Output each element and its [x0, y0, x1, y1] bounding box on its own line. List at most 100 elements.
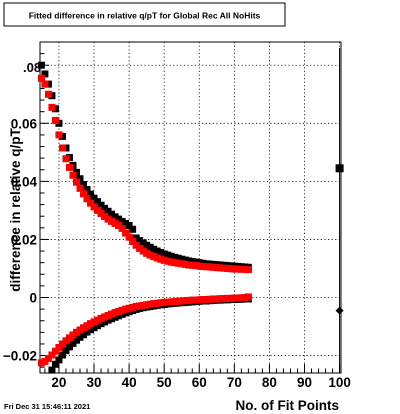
red-marker-upper [115, 222, 123, 230]
black-marker-upper [101, 204, 109, 212]
red-marker-upper [160, 256, 168, 264]
black-marker-lower [122, 309, 130, 317]
edge-square-marker [335, 164, 344, 173]
red-marker-upper [188, 261, 196, 269]
black-marker-upper [181, 256, 189, 264]
red-marker-lower [83, 322, 91, 330]
black-marker-upper [65, 154, 73, 162]
red-marker-lower [51, 347, 59, 355]
black-marker-upper [174, 254, 182, 262]
black-marker-upper [37, 61, 45, 69]
red-marker-lower [146, 300, 154, 308]
red-marker-lower [181, 297, 189, 305]
red-marker-lower [174, 297, 182, 305]
red-marker-upper [181, 260, 189, 268]
red-marker-upper [97, 210, 105, 218]
red-marker-upper [223, 264, 231, 272]
black-marker-upper [62, 144, 70, 152]
y-tick-label: 0.02 [11, 232, 37, 247]
black-marker-lower [80, 331, 88, 339]
red-marker-upper [220, 264, 228, 272]
x-tick-label: 40 [122, 375, 137, 390]
black-marker-upper [72, 168, 80, 176]
title-box-frame [3, 2, 286, 27]
red-marker-lower [220, 295, 228, 303]
red-marker-upper [234, 265, 242, 273]
black-marker-upper [118, 217, 126, 225]
red-marker-lower [223, 294, 231, 302]
black-marker-lower [62, 347, 70, 355]
red-marker-lower [153, 299, 161, 307]
red-marker-upper [237, 265, 245, 273]
black-marker-lower [108, 315, 116, 323]
red-marker-upper [192, 262, 200, 270]
black-marker-upper [48, 92, 56, 100]
red-marker-upper [167, 258, 175, 266]
red-marker-lower [101, 313, 109, 321]
black-marker-upper [178, 255, 186, 263]
red-marker-upper [41, 80, 49, 88]
red-marker-upper [153, 254, 161, 262]
red-marker-lower [230, 294, 238, 302]
red-marker-upper [108, 217, 116, 225]
red-marker-lower [48, 351, 56, 359]
red-marker-upper [101, 213, 109, 221]
x-tick-labels: 20 30 40 50 60 70 80 90 100 [51, 375, 350, 390]
red-marker-upper [150, 253, 158, 261]
red-marker-lower [69, 331, 77, 339]
red-marker-upper [146, 251, 154, 259]
red-marker-upper [143, 249, 151, 257]
red-marker-lower [118, 306, 126, 314]
black-marker-lower [76, 333, 84, 341]
edge-diamond-marker [335, 306, 344, 315]
red-marker-lower [41, 357, 49, 365]
black-marker-upper [129, 225, 137, 233]
red-marker-lower [104, 312, 112, 320]
red-marker-upper [83, 195, 91, 203]
black-marker-upper [160, 250, 168, 258]
red-marker-lower [97, 314, 105, 322]
black-marker-upper [41, 70, 49, 78]
red-marker-lower [55, 343, 63, 351]
red-marker-lower [227, 294, 235, 302]
red-marker-upper [157, 255, 165, 263]
black-marker-upper [108, 210, 116, 218]
red-marker-lower [178, 297, 186, 305]
timestamp: Fri Dec 31 15:46:11 2021 [4, 402, 90, 411]
red-marker-upper [51, 116, 59, 124]
red-marker-lower [122, 305, 130, 313]
red-marker-lower [216, 295, 224, 303]
red-marker-lower [202, 296, 210, 304]
black-marker-upper [132, 234, 140, 242]
red-marker-upper [58, 144, 66, 152]
red-marker-upper [111, 219, 119, 227]
red-marker-upper [76, 184, 84, 192]
red-marker-upper [122, 229, 130, 237]
red-marker-lower [87, 320, 95, 328]
black-marker-upper [157, 249, 165, 257]
red-marker-upper [216, 264, 224, 272]
red-marker-lower [192, 296, 200, 304]
axis-ticks [40, 41, 341, 373]
red-marker-upper [48, 103, 56, 111]
red-marker-lower [62, 337, 70, 345]
red-marker-upper [136, 244, 144, 252]
red-marker-upper [44, 90, 52, 98]
red-marker-upper [195, 262, 203, 270]
black-marker-upper [115, 215, 123, 223]
black-marker-upper [125, 222, 133, 230]
red-marker-lower [171, 298, 179, 306]
red-marker-lower [129, 303, 137, 311]
red-marker-lower [199, 296, 207, 304]
black-marker-upper [171, 253, 179, 261]
x-tick-label: 100 [328, 375, 351, 390]
red-marker-upper [125, 233, 133, 241]
black-marker-lower [72, 336, 80, 344]
black-marker-upper [80, 181, 88, 189]
black-marker-lower [111, 313, 119, 321]
black-marker-lower [97, 320, 105, 328]
black-marker-lower [118, 310, 126, 318]
black-marker-lower [69, 339, 77, 347]
black-marker-upper [94, 198, 102, 206]
